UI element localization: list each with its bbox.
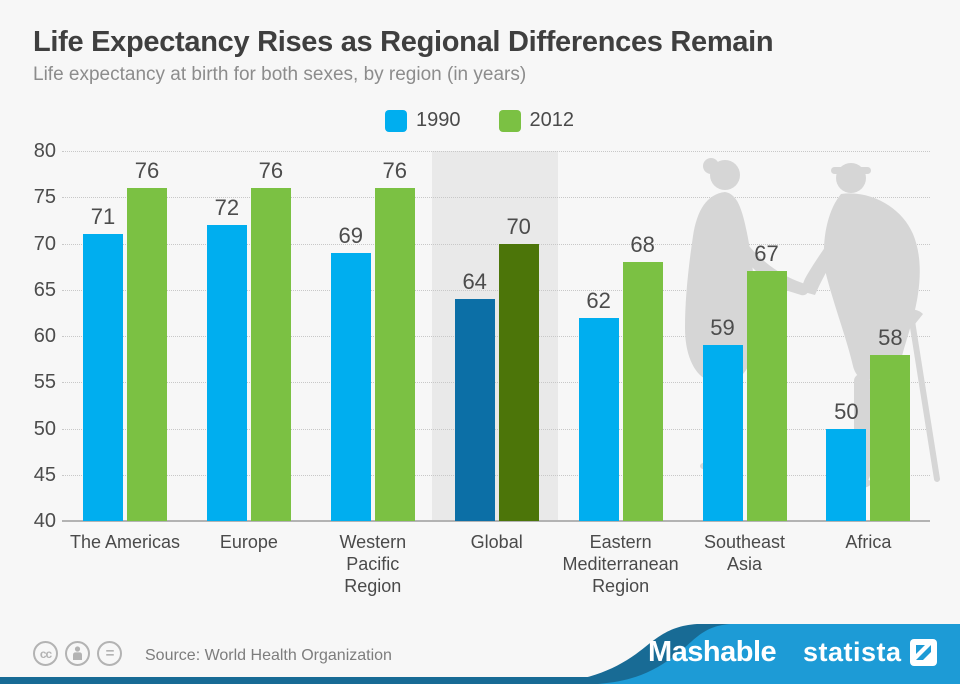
- y-axis-label-70: 70: [33, 232, 56, 255]
- source-text: Source: World Health Organization: [145, 647, 392, 664]
- value-label-2012-70: 70: [506, 213, 531, 239]
- x-axis-label-africa: Africa: [845, 532, 892, 552]
- bar-2012-eastern-mediterranean-region: [622, 262, 663, 521]
- gridline-75: [62, 197, 930, 199]
- value-label-1990-69: 69: [338, 222, 364, 248]
- y-axis-label-60: 60: [33, 325, 56, 347]
- bar-2012-the-americas: [127, 188, 167, 521]
- legend-swatch-1990: [385, 109, 407, 132]
- gridline-60: [62, 336, 930, 337]
- gridline-80: [62, 151, 930, 152]
- x-axis-label-western: Western Pacific Region: [339, 532, 407, 596]
- value-label-1990-71: 71: [90, 204, 116, 230]
- y-axis-label-45: 45: [33, 463, 56, 486]
- value-label-2012-58: 58: [878, 324, 903, 350]
- x-axis-label-southeast: Southeast Asia: [703, 532, 786, 574]
- x-axis-label-europe: Europe: [219, 532, 278, 552]
- footer-swoosh: [0, 624, 960, 684]
- value-label-2012-76: 76: [258, 158, 284, 183]
- cc-icon[interactable]: cc: [33, 641, 58, 666]
- x-axis-label-global: Global: [470, 532, 523, 552]
- statista-icon: [909, 639, 937, 666]
- y-axis-label-75: 75: [33, 186, 56, 209]
- value-label-1990-59: 59: [710, 315, 735, 341]
- statista-wordmark: statista: [803, 637, 902, 667]
- page-title: Life Expectancy Rises as Regional Differ…: [33, 26, 774, 58]
- x-axis-line: [62, 520, 930, 522]
- legend-label: 2012: [529, 109, 575, 131]
- bar-1990-eastern-mediterranean-region: [578, 317, 619, 521]
- footer: cc = Source: World Health Organization Ma…: [0, 614, 960, 684]
- y-axis-label-40: 40: [33, 510, 56, 532]
- legend: 1990 2012: [385, 109, 574, 132]
- bar-2012-western-pacific-region: [374, 188, 415, 521]
- x-axis-label-the-americas: The Americas: [69, 532, 181, 552]
- bar-2012-africa: [870, 354, 911, 521]
- gridline-55: [62, 382, 930, 384]
- gridline-50: [62, 428, 930, 430]
- y-axis-label-50: 50: [33, 417, 56, 440]
- bar-1990-western-pacific-region: [330, 252, 371, 521]
- y-axis-label-65: 65: [33, 278, 56, 301]
- gridline-70: [62, 243, 930, 245]
- bar-2012-southeast-asia: [746, 271, 787, 521]
- statista-logo[interactable]: statista: [803, 637, 937, 668]
- page-subtitle: Life expectancy at birth for both sexes,…: [33, 64, 527, 85]
- bar-2012-global: [498, 243, 539, 521]
- bar-1990-global: [454, 299, 495, 521]
- legend-label: 1990: [416, 109, 461, 131]
- value-label-2012-67: 67: [754, 241, 779, 267]
- bar-2012-europe: [250, 188, 291, 521]
- gridline-45: [62, 474, 930, 476]
- legend-item-1990: 1990: [385, 109, 461, 132]
- bar-1990-southeast-asia: [702, 345, 743, 521]
- value-label-1990-72: 72: [214, 195, 240, 220]
- value-label-1990-50: 50: [834, 398, 859, 424]
- legend-swatch-2012: [498, 109, 521, 132]
- license-icons[interactable]: cc =: [33, 641, 122, 666]
- bar-chart: 40 45 50 55 60 65 70 75 80 71 76 The Americas 72 76 Eu…: [33, 140, 930, 596]
- value-label-2012-76: 76: [134, 158, 160, 183]
- attribution-icon[interactable]: [65, 641, 90, 666]
- x-axis-label-eastern: Eastern Mediterranean Region: [562, 532, 679, 596]
- mashable-logo[interactable]: Mashable: [648, 636, 777, 668]
- bar-1990-africa: [826, 428, 867, 521]
- y-axis-label-55: 55: [33, 371, 56, 394]
- gridline-65: [62, 289, 930, 291]
- y-axis-label-80: 80: [33, 140, 56, 162]
- value-label-2012-68: 68: [630, 232, 655, 257]
- value-label-2012-76: 76: [382, 158, 408, 183]
- bar-1990-europe: [206, 225, 247, 521]
- value-label-1990-64: 64: [462, 269, 487, 294]
- bar-1990-the-americas: [83, 234, 123, 521]
- value-label-1990-62: 62: [586, 287, 611, 313]
- legend-item-2012: 2012: [498, 109, 575, 132]
- equal-icon[interactable]: =: [97, 641, 122, 666]
